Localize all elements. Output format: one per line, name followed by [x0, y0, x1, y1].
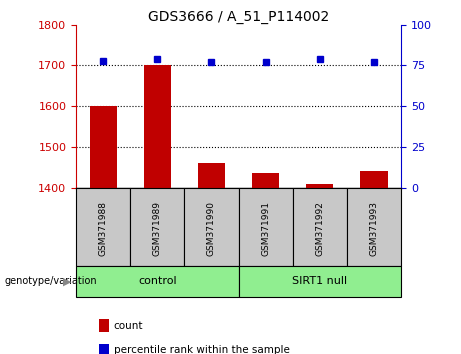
Text: GSM371992: GSM371992: [315, 201, 325, 256]
Text: GSM371990: GSM371990: [207, 201, 216, 256]
Bar: [293, 188, 347, 266]
Text: SIRT1 null: SIRT1 null: [292, 276, 348, 286]
Text: GSM371989: GSM371989: [153, 201, 162, 256]
Bar: [198, 163, 225, 188]
Bar: [76, 188, 130, 266]
Title: GDS3666 / A_51_P114002: GDS3666 / A_51_P114002: [148, 10, 329, 24]
Bar: [130, 188, 184, 266]
Bar: [252, 173, 279, 188]
Bar: [89, 106, 117, 188]
Text: control: control: [138, 276, 177, 286]
Text: GSM371988: GSM371988: [99, 201, 108, 256]
Bar: [184, 188, 238, 266]
Text: ▶: ▶: [63, 276, 71, 286]
Bar: [76, 266, 238, 297]
Text: genotype/variation: genotype/variation: [5, 276, 97, 286]
Text: GSM371993: GSM371993: [369, 201, 378, 256]
Text: GSM371991: GSM371991: [261, 201, 270, 256]
Text: percentile rank within the sample: percentile rank within the sample: [114, 346, 290, 354]
Text: count: count: [114, 321, 143, 331]
Bar: [239, 188, 293, 266]
Bar: [361, 171, 388, 188]
Bar: [306, 184, 333, 188]
Bar: [239, 266, 401, 297]
Bar: [144, 65, 171, 188]
Bar: [347, 188, 401, 266]
